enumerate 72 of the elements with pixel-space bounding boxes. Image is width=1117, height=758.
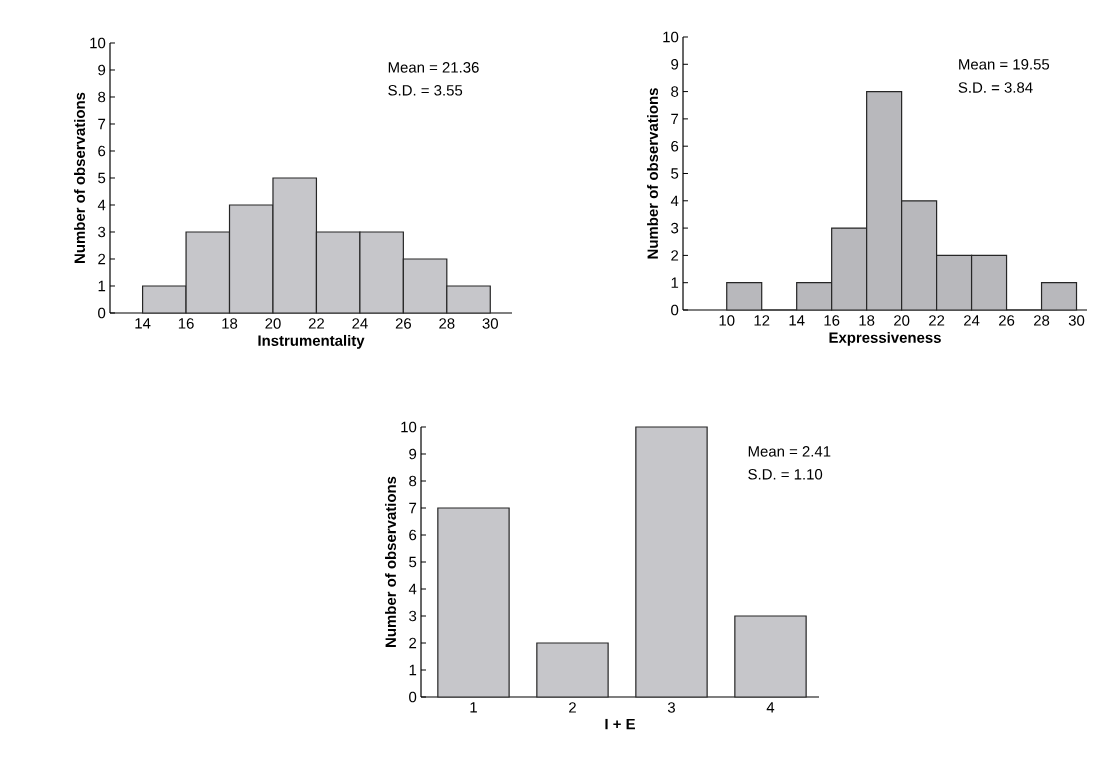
y-tick-label: 4 [97,199,106,211]
x-tick-label: 24 [964,315,980,326]
y-tick-label: 9 [409,448,417,460]
y-tick-label: 9 [671,59,679,70]
x-tick-label: 30 [482,318,498,329]
x-axis-title: Expressiveness [829,331,941,346]
y-tick-label: 10 [401,421,417,433]
x-tick-label: 24 [352,318,368,329]
bar [635,426,708,698]
x-tick-label: 2 [569,702,576,713]
x-tick-label: 26 [999,315,1015,326]
y-tick-label: 7 [409,502,417,514]
y-tick-label: 4 [408,583,417,595]
x-axis-title: I + E [605,718,635,730]
y-axis-title: Number of observations [647,88,659,259]
y-tick-label: 10 [663,31,679,43]
y-tick-label: 8 [671,86,679,97]
annotation: Mean = 21.36 [388,62,479,73]
x-tick-label: 1 [470,702,477,713]
y-tick-label: 6 [98,145,106,157]
x-tick-label: 18 [859,315,875,326]
y-tick-label: 5 [671,168,679,179]
bar [437,507,510,698]
x-tick-label: 28 [439,318,455,329]
y-tick-label: 2 [98,253,106,265]
y-tick-label: 3 [98,226,106,238]
bar [734,615,807,698]
y-tick-label: 10 [90,37,106,49]
y-tick-label: 9 [98,64,106,76]
x-tick-label: 10 [719,315,735,326]
y-tick-label: 7 [671,113,679,125]
x-tick-label: 28 [1033,315,1050,326]
x-tick-label: 26 [395,318,412,329]
y-tick-label: 7 [98,118,106,130]
x-tick-label: 22 [308,318,324,329]
y-tick-label: 0 [98,307,106,319]
y-tick-label: 1 [409,664,417,676]
bar [536,642,609,698]
y-tick-label: 3 [409,610,417,622]
y-tick-label: 6 [671,140,679,152]
x-tick-label: 14 [135,318,151,329]
y-axis-title: Number of observations [385,476,397,647]
annotation: Mean = 19.55 [959,59,1050,70]
x-tick-label: 20 [265,318,281,329]
y-axis-title: Number of observations [74,92,86,263]
x-tick-label: 20 [894,315,910,326]
y-tick-label: 5 [98,172,106,184]
x-tick-label: 4 [766,702,775,713]
y-tick-label: 8 [98,91,106,103]
annotation: S.D. = 3.55 [388,85,463,96]
y-tick-label: 3 [671,222,679,234]
x-tick-label: 22 [929,315,945,326]
y-tick-label: 0 [671,304,679,316]
y-tick-label: 6 [409,529,417,541]
annotation: Mean = 2.41 [748,446,831,457]
y-tick-label: 8 [409,475,417,487]
y-tick-label: 0 [409,691,417,703]
y-tick-label: 1 [98,280,106,292]
annotation: S.D. = 3.84 [958,82,1033,93]
x-tick-label: 14 [789,315,805,326]
x-tick-label: 18 [222,318,238,329]
y-tick-label: 2 [409,637,417,649]
x-axis-title: Instrumentality [258,334,365,349]
y-tick-label: 2 [671,250,679,261]
x-tick-label: 16 [824,315,840,326]
y-tick-label: 4 [670,195,679,206]
y-tick-label: 1 [671,277,679,288]
y-tick-label: 5 [409,556,417,568]
x-tick-label: 30 [1068,315,1085,326]
x-tick-label: 12 [754,315,770,326]
annotation: S.D. = 1.10 [748,469,823,480]
x-tick-label: 16 [178,318,194,329]
